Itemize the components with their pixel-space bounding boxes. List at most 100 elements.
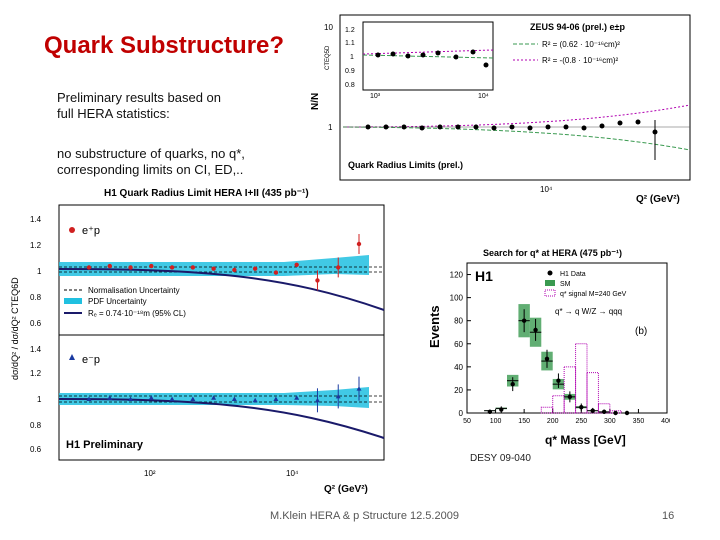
h1-qr-legend-1: PDF Uncertainty (88, 297, 147, 306)
desy-report-label: DESY 09-040 (470, 453, 531, 464)
h1-qr-bottom-point (190, 396, 196, 401)
zeus-point (509, 124, 515, 130)
h1-qr-top-point (149, 263, 154, 269)
qstar-data-point (624, 410, 630, 416)
zeus-quark-radius-plot: 10 1 N/N CTEQ5D 1.2 1.1 1 0.9 0.8 10³ 10… (310, 14, 691, 205)
zeus-point (563, 124, 569, 130)
qstar-ytick-label: 40 (454, 363, 463, 372)
zeus-inset-point (390, 51, 396, 57)
h1-qr-bot-ytick-4: 0.6 (30, 445, 42, 454)
qstar-xtick-label: 50 (463, 418, 471, 425)
h1-qr-bottom-point (211, 395, 217, 400)
h1-qr-bot-ytick-0: 1.4 (30, 345, 42, 354)
page-number: 16 (662, 510, 675, 522)
qstar-data-point (521, 318, 527, 323)
h1-qr-top-point (315, 278, 320, 283)
zeus-point (491, 125, 497, 131)
qstar-legend-sm-marker (545, 280, 555, 286)
qstar-ytick-label: 0 (459, 409, 464, 418)
slide-title: Quark Substructure? (44, 32, 285, 59)
qstar-xtick-label: 300 (604, 418, 616, 425)
summary-line-1: Preliminary results based on (57, 90, 222, 105)
h1-qr-top-ytick-3: 0.8 (30, 293, 42, 302)
zeus-point (617, 120, 623, 126)
qstar-data-point (510, 381, 515, 387)
zeus-inset-xtick-0: 10³ (370, 93, 381, 100)
h1-qr-bottom-points (86, 376, 362, 413)
h1-qr-top-point (86, 265, 92, 270)
h1-qr-top-ytick-1: 1.2 (30, 241, 42, 250)
h1-qr-bottom-point (335, 393, 341, 399)
qstar-yticks: 0 20 40 60 80 100 120 (450, 271, 471, 418)
conclusion-line-1: no substructure of quarks, no q*, (57, 146, 245, 161)
zeus-point (365, 124, 371, 130)
qstar-data-point (544, 356, 550, 361)
qstar-bars (484, 304, 633, 416)
h1-qr-bottom-point (231, 396, 237, 401)
qstar-ytick-label: 80 (454, 317, 463, 326)
zeus-point (635, 119, 641, 125)
zeus-inset-point (453, 54, 459, 60)
h1-qr-top-point (252, 266, 258, 271)
zeus-ytick-1: 1 (328, 123, 333, 132)
zeus-point (401, 124, 407, 130)
h1-qr-top-point (336, 265, 341, 270)
h1-qstar-search-plot: Search for q* at HERA (475 pb⁻¹) Events … (427, 248, 670, 447)
h1-qr-top-panel-label: e⁺p (82, 225, 100, 237)
h1-qr-bottom-legend-marker (69, 354, 75, 360)
zeus-subtitle: Quark Radius Limits (prel.) (348, 160, 463, 170)
qstar-frame (466, 262, 668, 414)
qstar-data-point (601, 409, 607, 415)
summary-line-2: full HERA statistics: (57, 106, 170, 121)
h1-qr-ylabel: dσ/dQ² / dσ/dQ² CTEQ6D (10, 277, 20, 380)
h1-qr-bottom-point (107, 395, 113, 400)
h1-qr-bottom-panel-label: e⁻p (82, 354, 100, 366)
qstar-experiment: H1 (475, 268, 493, 284)
h1-qr-legend-2: Rₑ = 0.74·10⁻¹⁸m (95% CL) (88, 309, 186, 318)
h1-qr-bottom-point (314, 397, 320, 403)
h1-qr-top-point (273, 270, 279, 275)
h1-quark-radius-plot: H1 Quark Radius Limit HERA I+II (435 pb⁻… (10, 188, 385, 495)
qstar-process: q* → q W/Z → qqq (555, 307, 622, 316)
slide-footer: M.Klein HERA & p Structure 12.5.2009 (270, 510, 459, 522)
zeus-point (383, 124, 389, 130)
zeus-xlabel: Q² (GeV²) (636, 194, 680, 205)
zeus-point (599, 123, 605, 129)
zeus-point (455, 124, 461, 130)
zeus-inset-green-curve (362, 54, 494, 59)
h1-qr-bottom-point (273, 396, 279, 401)
h1-qr-top-ytick-2: 1 (37, 267, 42, 276)
zeus-inset-xtick-1: 10⁴ (478, 93, 489, 100)
h1-qr-bottom-limit-curve (58, 398, 385, 439)
qstar-data-point (579, 405, 584, 410)
h1-qr-legend-0: Normalisation Uncertainty (88, 286, 180, 295)
qstar-ytick-label: 120 (450, 271, 464, 280)
zeus-inset-ytick-4: 0.8 (345, 82, 355, 89)
h1-qr-top-limit-curve (58, 268, 385, 311)
qstar-xticks: 50 100 150 200 250 300 350 400 (463, 409, 670, 425)
qstar-xtick-label: 100 (490, 418, 502, 425)
h1-qr-bottom-point (148, 395, 154, 400)
zeus-point (652, 129, 658, 135)
qstar-xtick-label: 250 (575, 418, 587, 425)
qstar-signal-bar (575, 343, 588, 414)
h1-qr-bottom-point (356, 386, 362, 391)
h1-qr-bot-ytick-2: 1 (37, 395, 42, 404)
qstar-xtick-label: 400 (661, 418, 670, 425)
qstar-xtick-label: 350 (633, 418, 645, 425)
zeus-point (473, 124, 479, 130)
h1-qr-bottom-point (86, 396, 92, 401)
zeus-inset-ytick-0: 1.2 (345, 27, 355, 34)
qstar-data-point (487, 409, 493, 415)
h1-qr-top-point (294, 262, 299, 267)
zeus-ylabel: N/N (310, 93, 321, 110)
qstar-signal-bar (552, 395, 565, 414)
zeus-inset-point (470, 49, 476, 55)
h1-qr-bot-ytick-1: 1.2 (30, 369, 42, 378)
zeus-ytick-10: 10 (324, 23, 333, 32)
summary-text: Preliminary results based on full HERA s… (57, 90, 297, 122)
zeus-plot-title: ZEUS 94-06 (prel.) e±p (530, 22, 625, 32)
h1-qr-top-points (86, 234, 362, 291)
qstar-title: Search for q* at HERA (475 pb⁻¹) (483, 248, 622, 258)
qstar-data-point (613, 410, 618, 416)
